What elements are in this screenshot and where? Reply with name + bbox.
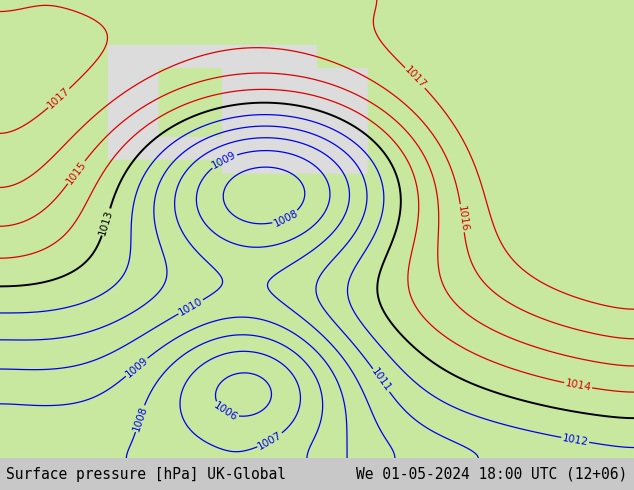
Text: 1011: 1011: [370, 367, 393, 394]
Text: Surface pressure [hPa] UK-Global: Surface pressure [hPa] UK-Global: [6, 466, 287, 482]
Text: 1015: 1015: [65, 159, 88, 186]
Text: 1006: 1006: [212, 400, 240, 423]
Text: 1008: 1008: [131, 405, 149, 433]
Text: 1012: 1012: [561, 433, 589, 447]
Text: 1017: 1017: [46, 86, 72, 111]
Text: 1014: 1014: [564, 378, 592, 393]
Text: 1009: 1009: [210, 150, 238, 171]
Text: 1013: 1013: [98, 208, 115, 236]
Text: 1016: 1016: [456, 204, 469, 232]
Text: 1007: 1007: [256, 430, 284, 452]
Text: 1009: 1009: [124, 355, 150, 379]
Text: 1008: 1008: [272, 208, 300, 229]
Text: We 01-05-2024 18:00 UTC (12+06): We 01-05-2024 18:00 UTC (12+06): [356, 466, 628, 482]
Text: 1017: 1017: [402, 65, 428, 91]
Text: 1010: 1010: [177, 296, 205, 318]
